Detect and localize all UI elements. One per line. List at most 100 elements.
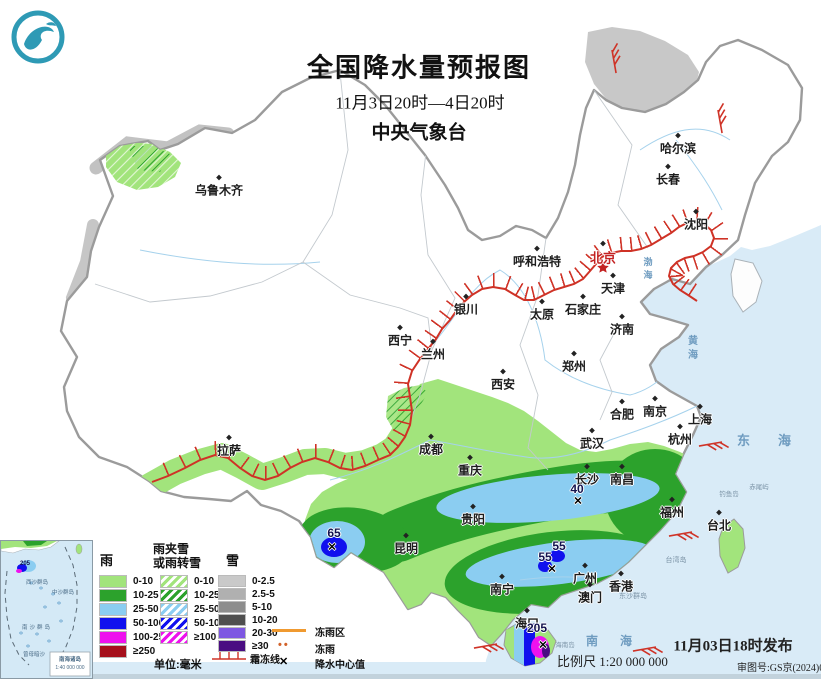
hatch-swatch [160, 617, 188, 630]
sea-label: 黄海 [685, 335, 697, 363]
legend-row: 0-10 [99, 575, 153, 588]
color-swatch [99, 603, 127, 616]
precip-center-x-mark: ✕ [573, 495, 583, 508]
island-label: 赤尾屿 [749, 484, 769, 491]
legend-snow-header: 雪 [226, 553, 240, 568]
legend-row: ≥30 [218, 640, 269, 652]
color-swatch [218, 614, 246, 626]
legend-sleet-header-1: 雨夹雪 [153, 542, 190, 556]
color-swatch [218, 640, 246, 652]
legend-range: ≥250 [133, 646, 156, 657]
city-label: 贵阳 [460, 512, 486, 527]
legend-row: 10-25 [99, 589, 159, 602]
city-label: 海口 [514, 616, 540, 631]
city-label: 武汉 [579, 436, 605, 451]
city-label: 西宁 [387, 333, 413, 348]
city-label: 广州 [572, 571, 598, 586]
city-label: 昆明 [393, 541, 419, 556]
city-label: 乌鲁木齐 [194, 183, 244, 198]
color-swatch [99, 617, 127, 630]
legend-symbol-label: 冻雨 [315, 645, 335, 656]
legend-range: 100-250 [133, 632, 170, 643]
page-title: 全国降水量预报图 [306, 53, 532, 83]
legend-row: 20-30 [218, 627, 278, 639]
city-label: 银川 [453, 302, 479, 317]
legend-symbol-label: 霜冻线 [250, 655, 280, 666]
freezing-rain-area-line-icon [272, 629, 306, 632]
city-label: 太原 [529, 307, 555, 322]
legend-range: 10-20 [252, 614, 278, 626]
legend-range: ≥100 [194, 632, 217, 643]
precip-center-x-mark: ✕ [547, 563, 557, 576]
precip-value: 40 [570, 482, 584, 496]
hatch-swatch [160, 603, 188, 616]
city-label: 郑州 [561, 359, 587, 374]
legend-row: 0-2.5 [218, 575, 275, 587]
city-label: 济南 [609, 322, 635, 337]
city-label: 合肥 [609, 407, 635, 422]
korea-peninsula [730, 258, 763, 313]
inset-map [1, 541, 91, 677]
legend-range: 0-10 [133, 576, 154, 587]
inset-scale: 1:40 000 000 [55, 665, 85, 671]
city-label: 福州 [659, 505, 685, 520]
legend-row: 10-20 [218, 614, 278, 626]
color-swatch [218, 588, 246, 600]
island-label: 台湾岛 [665, 557, 687, 564]
legend-range: 5-10 [252, 601, 273, 613]
legend-range: 0-2.5 [252, 575, 275, 587]
city-label: 南昌 [609, 472, 635, 487]
city-label: 台北 [706, 518, 732, 533]
legend-row: 25-50 [99, 603, 159, 616]
map-scale: 比例尺 1:20 000 000 [557, 654, 668, 669]
inset-island-label: 南沙群岛 [21, 625, 53, 631]
legend-range: 50-100 [133, 618, 165, 629]
legend-row: 0-10 [160, 575, 214, 588]
legend-symbol-label: 冻雨区 [315, 628, 345, 639]
legend-range: 10-25 [194, 590, 220, 601]
color-swatch [99, 645, 127, 658]
city-label: 兰州 [420, 347, 446, 362]
approval-number: 审图号:GS京(2024)0236号 [737, 663, 821, 674]
south-china-sea-inset: 205 西沙群岛 中沙群岛 南沙群岛 曾母暗沙 南海诸岛 1:40 000 00… [0, 540, 93, 679]
inset-precip-value: 205 [19, 561, 31, 567]
color-swatch [218, 627, 246, 639]
cma-logo-icon [11, 10, 65, 64]
city-label: 重庆 [457, 463, 483, 478]
frost-line-sample-icon [212, 652, 246, 660]
capital-label: 北京 [590, 248, 616, 267]
precip-value: 55 [552, 539, 566, 553]
x-mark-sample-icon: ✕ [279, 656, 289, 668]
legend-range: 50-100 [194, 618, 226, 629]
legend-row: 25-50 [160, 603, 220, 616]
color-swatch [218, 575, 246, 587]
inset-island-label: 中沙群岛 [51, 590, 75, 596]
city-label: 南京 [642, 404, 668, 419]
city-label: 南宁 [489, 582, 515, 597]
city-label: 长春 [655, 172, 681, 187]
city-label: 哈尔滨 [659, 141, 697, 156]
agency-name: 中央气象台 [371, 122, 467, 144]
forecast-period: 11月3日20时—4日20时 [335, 93, 505, 113]
capital-star-icon [597, 262, 609, 273]
legend-row: 5-10 [218, 601, 272, 613]
legend-unit: 单位:毫米 [154, 659, 202, 671]
city-label: 呼和浩特 [512, 254, 562, 269]
precip-center-x-mark: ✕ [538, 639, 548, 652]
legend-range: 25-50 [194, 604, 220, 615]
hatch-swatch [160, 589, 188, 602]
legend-range: 20-30 [252, 627, 278, 639]
city-label: 西安 [490, 377, 516, 392]
legend-row: 50-100 [160, 617, 225, 630]
city-label: 杭州 [667, 432, 693, 447]
legend-row: ≥100 [160, 631, 216, 644]
legend-range: 2.5-5 [252, 588, 275, 600]
legend-symbol-label: 降水中心值 [315, 660, 365, 671]
legend-row: ≥250 [99, 645, 155, 658]
city-label: 长沙 [574, 472, 600, 487]
legend-row: 100-250 [99, 631, 170, 644]
hatch-swatch [160, 631, 188, 644]
city-label: 拉萨 [216, 443, 242, 458]
island-label: 钓鱼岛 [719, 491, 739, 498]
